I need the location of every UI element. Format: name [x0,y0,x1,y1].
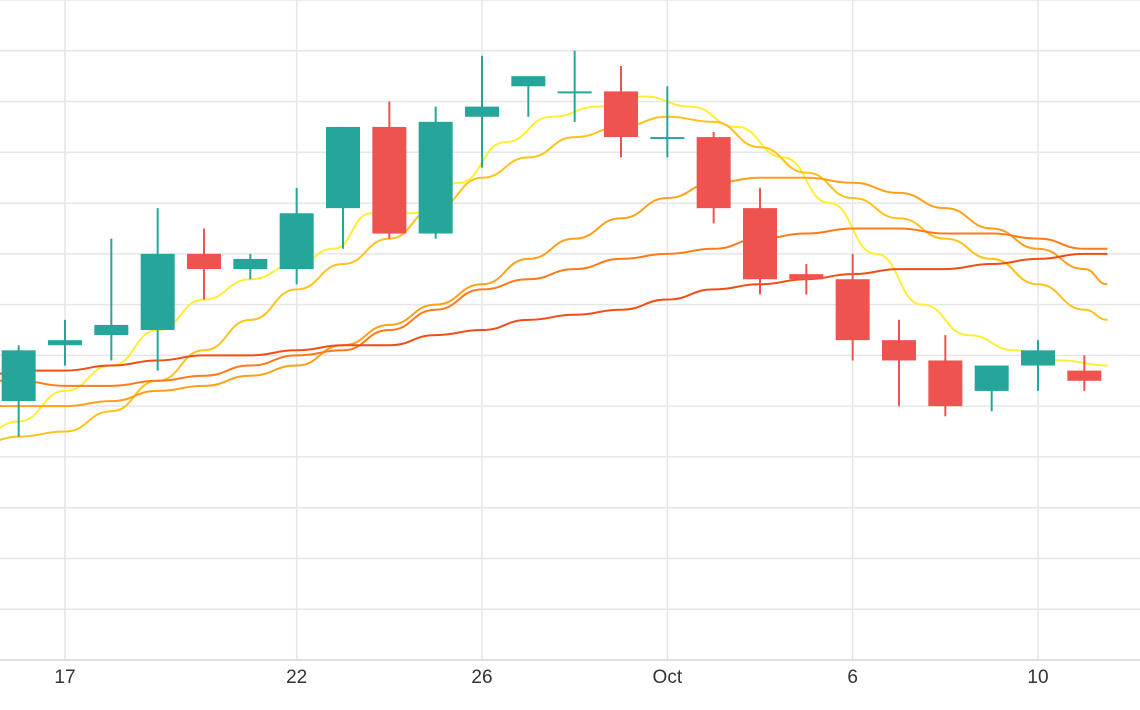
candle [1,345,36,437]
candle [789,264,824,295]
candle-body [835,279,870,341]
candle [557,50,592,122]
candles [1,50,1102,437]
candle-body [789,274,824,280]
candle-body [279,213,314,270]
candle-body [650,137,685,140]
x-tick-label: 26 [471,667,492,688]
candle [94,238,129,361]
candle-body [372,126,407,234]
candle-body [94,324,129,336]
candle [326,126,360,249]
moving-average-line-5 [0,252,1108,375]
candle-body [1067,370,1102,381]
candle [974,365,1009,412]
candle [696,132,731,224]
candle [140,208,175,371]
candle [835,253,870,361]
candle-body [465,106,499,117]
candle-body [743,208,777,280]
candle-body [418,121,453,234]
candle [743,187,777,295]
candle [511,76,546,117]
candle [650,86,685,158]
candle-body [557,91,592,94]
x-tick-label: 6 [847,667,858,688]
candle [1021,340,1055,391]
candle [372,101,407,239]
candle-body [604,91,638,138]
x-axis: 17 22 26 Oct 6 10 [54,667,1048,688]
candle [279,187,314,285]
candle [233,253,268,280]
candle [604,66,638,158]
candle-body [233,258,268,270]
x-tick-label: Oct [653,667,683,688]
candle [465,55,499,168]
candle [928,335,963,417]
candle [187,228,221,300]
candle-body [511,76,546,87]
candle [48,319,82,366]
candle-body [696,137,731,209]
candle-body [48,340,82,346]
moving-average-line-3 [0,176,1108,408]
candle-body [974,365,1009,391]
x-tick-label: 22 [286,667,307,688]
candle-body [140,253,175,330]
moving-average-line-2 [0,115,1108,441]
x-tick-label: 17 [54,667,75,688]
candle-body [882,340,916,361]
candle-body [326,126,360,209]
x-tick-label: 10 [1027,667,1048,688]
candle-body [1021,350,1055,366]
candle-body [928,360,963,407]
candle [418,106,453,239]
candle [882,319,916,407]
moving-average-line-4 [0,227,1108,387]
candle-body [1,350,36,402]
candle-body [187,253,221,270]
candle [1067,355,1102,391]
